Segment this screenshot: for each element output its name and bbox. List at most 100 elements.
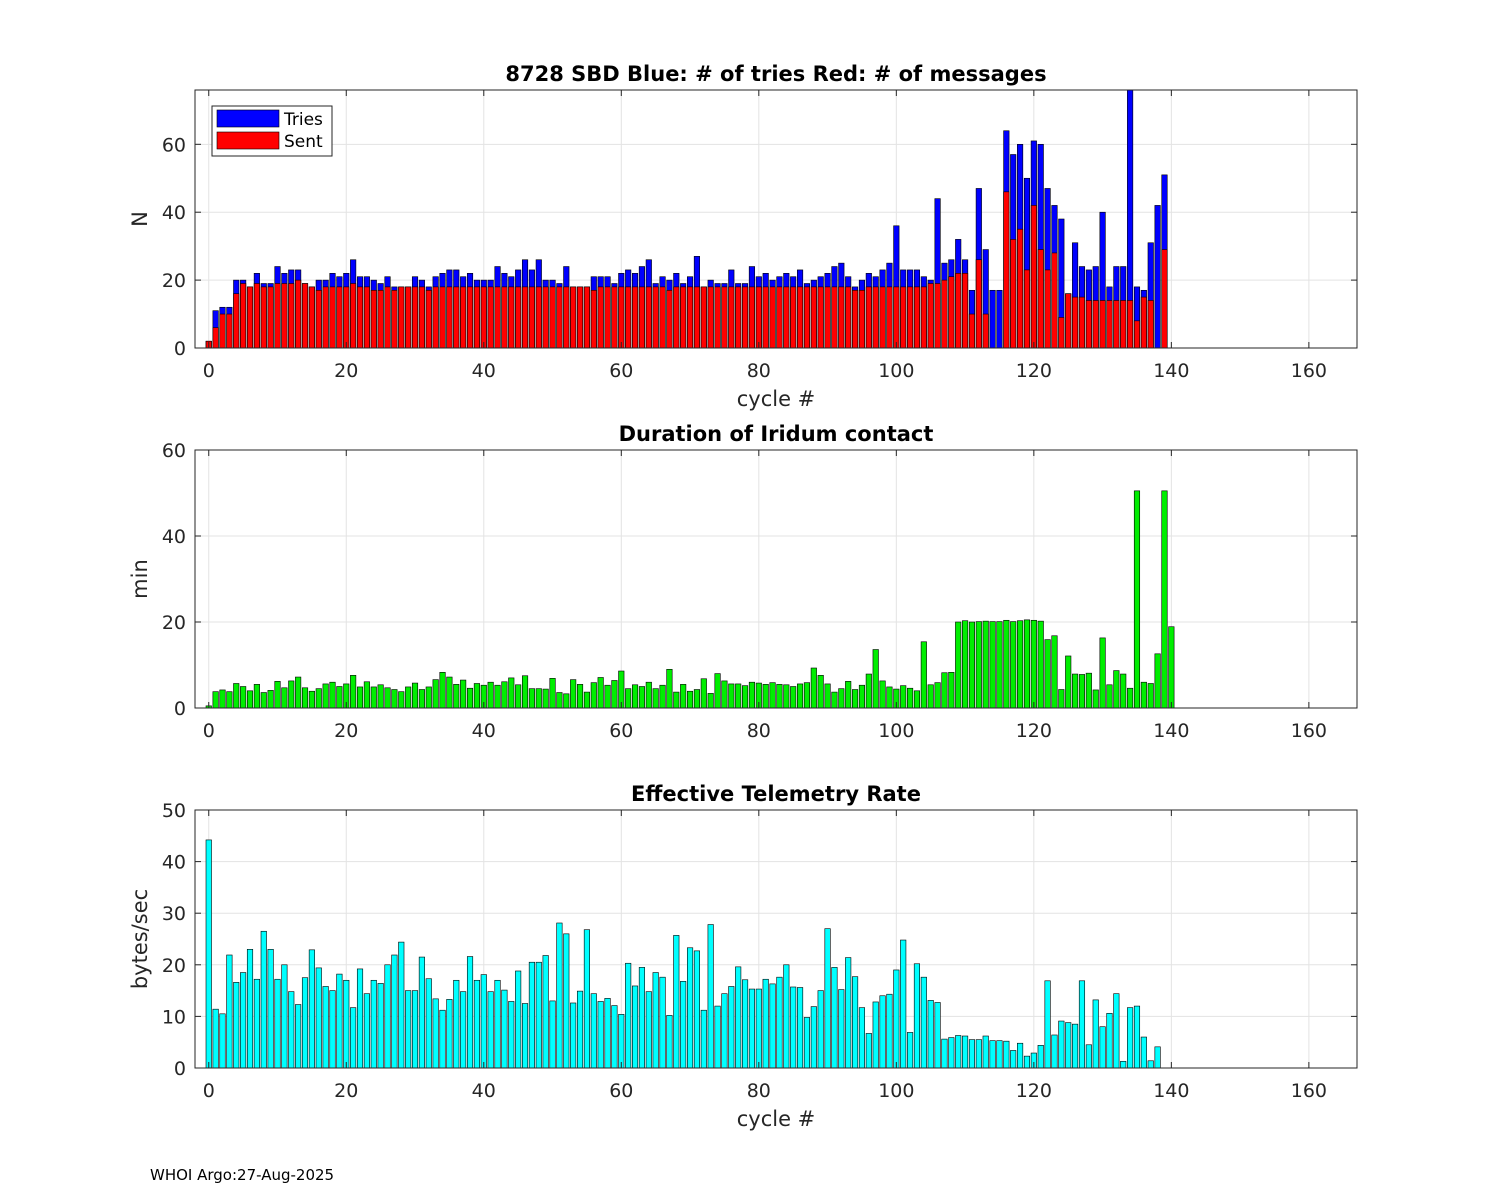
bar xyxy=(948,1037,955,1069)
bar xyxy=(411,990,419,1069)
bar xyxy=(707,693,714,709)
bar xyxy=(597,286,604,349)
bar xyxy=(281,964,288,1069)
bar xyxy=(508,677,515,709)
bar xyxy=(900,939,907,1069)
bar xyxy=(962,1035,969,1069)
bar xyxy=(776,286,783,349)
bar xyxy=(686,286,694,349)
bar xyxy=(1140,296,1147,349)
bar xyxy=(521,675,529,709)
plot-area xyxy=(195,450,1357,708)
bar xyxy=(893,286,900,349)
bar xyxy=(253,283,260,349)
bar xyxy=(1168,626,1175,709)
bar xyxy=(515,684,522,709)
bar xyxy=(797,683,804,709)
bar xyxy=(556,922,563,1069)
bar xyxy=(982,1035,989,1069)
bar xyxy=(508,286,515,349)
bar xyxy=(879,286,886,349)
bar xyxy=(1051,1034,1058,1069)
bar xyxy=(246,690,254,709)
bar xyxy=(274,978,281,1069)
bar xyxy=(1085,672,1092,709)
bar xyxy=(1161,249,1168,349)
bar xyxy=(1003,619,1010,709)
bar xyxy=(941,279,948,349)
bar xyxy=(356,286,364,349)
bar xyxy=(631,985,639,1069)
bar xyxy=(934,1002,941,1069)
bar xyxy=(1065,1022,1072,1069)
bar xyxy=(590,289,597,349)
y-tick-label: 0 xyxy=(174,1058,186,1080)
bar xyxy=(212,691,219,709)
bar xyxy=(693,286,700,349)
x-tick-label: 160 xyxy=(1291,1080,1327,1102)
chart-title: Duration of Iridum contact xyxy=(619,422,934,446)
bar xyxy=(927,684,934,709)
bar xyxy=(288,680,295,709)
y-tick-label: 20 xyxy=(162,955,186,977)
bar xyxy=(1010,621,1017,709)
bar xyxy=(783,964,790,1069)
x-tick-label: 0 xyxy=(203,720,215,742)
bar xyxy=(301,977,309,1069)
series-values xyxy=(205,839,1161,1069)
bar xyxy=(968,621,976,709)
bar xyxy=(817,675,824,709)
bar xyxy=(955,1035,962,1069)
bar xyxy=(480,974,487,1069)
bar xyxy=(487,991,494,1069)
bar xyxy=(748,988,755,1069)
bar xyxy=(233,293,240,349)
bar xyxy=(425,289,432,349)
bar xyxy=(1147,300,1154,349)
bar xyxy=(260,286,267,349)
bar xyxy=(631,684,639,709)
bar xyxy=(432,998,439,1069)
bar xyxy=(927,1000,934,1069)
bar xyxy=(604,998,611,1069)
bar xyxy=(975,259,982,349)
bar xyxy=(680,981,687,1069)
bar xyxy=(645,991,652,1069)
bar xyxy=(226,954,233,1069)
bar xyxy=(645,681,652,709)
axes-box xyxy=(194,809,1358,1069)
bar xyxy=(473,286,480,349)
bar xyxy=(1003,1040,1010,1069)
bar xyxy=(240,972,247,1069)
bar xyxy=(1023,1055,1031,1069)
y-tick-label: 10 xyxy=(162,1006,186,1028)
bar xyxy=(288,283,295,349)
bar xyxy=(535,286,542,349)
bar xyxy=(308,286,315,349)
chart-title: Effective Telemetry Rate xyxy=(631,782,921,806)
bar xyxy=(1078,980,1086,1069)
bar xyxy=(425,978,432,1069)
bar xyxy=(769,682,776,709)
bar xyxy=(439,286,446,349)
bar xyxy=(769,286,776,349)
bar xyxy=(1113,300,1120,349)
bar xyxy=(604,684,611,709)
x-tick-label: 160 xyxy=(1291,720,1327,742)
y-tick-label: 40 xyxy=(162,526,186,548)
bar xyxy=(528,961,535,1069)
bar xyxy=(205,839,212,1069)
bar xyxy=(755,286,762,349)
x-tick-label: 80 xyxy=(747,720,771,742)
bar xyxy=(295,279,302,349)
bar xyxy=(1154,1046,1161,1069)
bar xyxy=(1051,635,1058,709)
bar xyxy=(363,286,370,349)
bar xyxy=(219,689,226,709)
bar xyxy=(212,327,219,349)
bar xyxy=(432,679,439,709)
bar xyxy=(315,688,322,709)
x-tick-label: 80 xyxy=(747,1080,771,1102)
bar xyxy=(982,620,989,709)
bar xyxy=(797,987,804,1069)
